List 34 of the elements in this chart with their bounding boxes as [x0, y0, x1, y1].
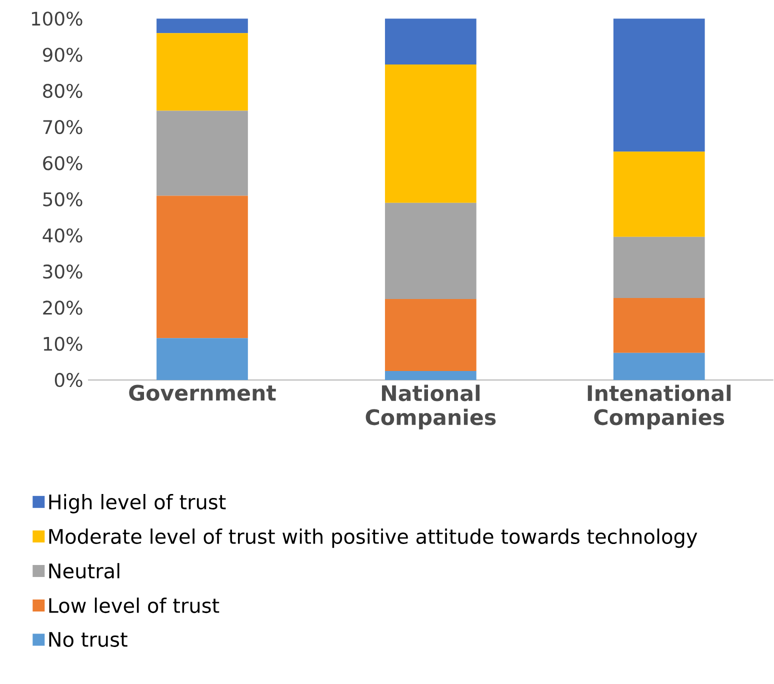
bar	[156, 33, 248, 111]
y-tick-label: 60%	[43, 156, 82, 170]
bar	[384, 299, 476, 371]
x-tick-label: Intenational Companies	[588, 384, 731, 430]
bar	[384, 370, 476, 380]
legend-label: Moderate level of trust with positive attitude towards technology	[49, 528, 698, 548]
y-tick-label: 50%	[43, 192, 82, 206]
legend-label: Low level of trust	[49, 598, 220, 614]
bar	[613, 18, 705, 152]
y-tick-label: 30%	[43, 264, 82, 279]
y-tick-label: 70%	[43, 120, 82, 134]
x-tick-label: National Companies	[366, 384, 496, 430]
bar	[613, 236, 705, 298]
x-tick-label: Government	[129, 384, 276, 401]
bar	[156, 18, 248, 34]
legend-label: No trust	[49, 632, 128, 647]
y-tick-label: 10%	[44, 336, 82, 351]
y-tick-label: 100%	[32, 12, 82, 26]
bar	[156, 196, 248, 338]
bar	[384, 64, 476, 203]
bar	[156, 110, 248, 196]
y-tick-label: 20%	[43, 300, 82, 315]
bar	[613, 298, 705, 353]
y-tick-label: 40%	[42, 228, 82, 243]
bar	[613, 152, 705, 237]
y-tick-label: 80%	[43, 84, 82, 98]
legend-label: Neutral	[49, 563, 120, 579]
bar	[384, 18, 476, 65]
legend-label: High level of trust	[49, 494, 226, 514]
bar	[384, 202, 476, 300]
y-tick-label: 90%	[42, 48, 82, 62]
y-tick-label: 0%	[54, 372, 82, 388]
bar	[613, 352, 705, 380]
bar	[156, 338, 248, 380]
